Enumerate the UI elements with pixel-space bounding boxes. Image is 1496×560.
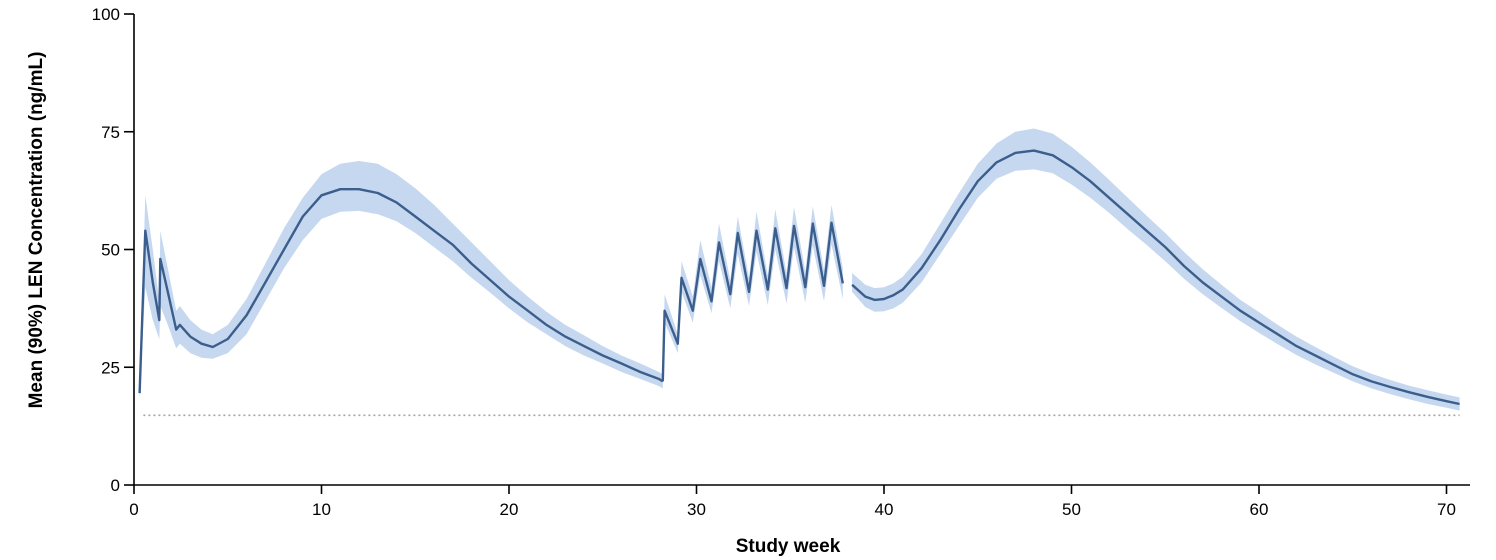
mean-lines: [138, 149, 1460, 406]
confidence-bands: [139, 128, 1460, 411]
x-tick-label: 30: [687, 500, 706, 519]
y-tick-label: 75: [101, 123, 120, 142]
mean-line-3: [851, 149, 1460, 406]
mean-line-1: [138, 187, 664, 394]
y-tick-label: 50: [101, 241, 120, 260]
x-tick-label: 0: [129, 500, 138, 519]
x-tick-label: 10: [312, 500, 331, 519]
mean-line-2: [661, 221, 844, 382]
x-tick-label: 50: [1062, 500, 1081, 519]
y-tick-label: 100: [92, 5, 120, 24]
x-tick-label: 60: [1250, 500, 1269, 519]
confidence-band-1: [139, 161, 663, 398]
y-tick-label: 25: [101, 358, 120, 377]
x-tick-label: 70: [1437, 500, 1456, 519]
axes: 0 25 50 75 100 0 10 20 30 40 50 60 70: [92, 5, 1470, 519]
x-axis-title: Study week: [736, 536, 841, 557]
y-tick-label: 0: [111, 476, 120, 495]
x-tick-label: 20: [500, 500, 519, 519]
x-tick-label: 40: [875, 500, 894, 519]
confidence-band-3: [852, 128, 1460, 411]
y-axis-title: Mean (90%) LEN Concentration (ng/mL): [26, 52, 47, 409]
confidence-band-2: [662, 204, 843, 389]
